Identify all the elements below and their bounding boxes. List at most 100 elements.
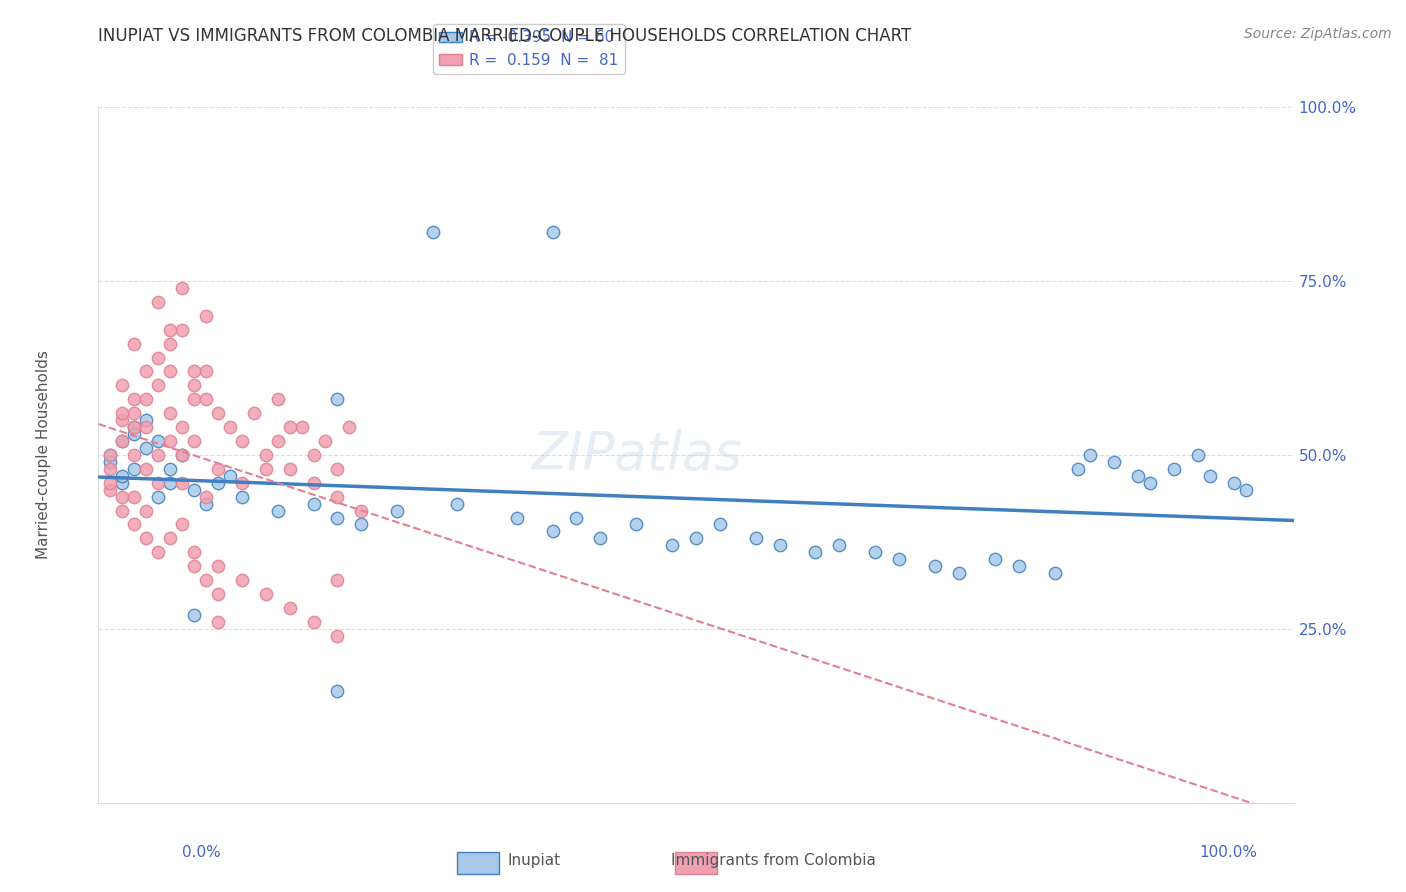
Y-axis label: Married-couple Households: Married-couple Households (35, 351, 51, 559)
Point (135, 503, 157, 517)
Point (565, 510, 588, 524)
Point (863, 545, 887, 559)
Point (267, 392, 290, 407)
Point (98, 475, 122, 490)
Point (207, 406, 229, 420)
Point (194, 309, 218, 323)
Point (172, 448, 194, 462)
Text: ZIPatlas: ZIPatlas (531, 429, 741, 481)
Point (124, 448, 146, 462)
Point (231, 434, 253, 448)
Point (148, 378, 170, 392)
Point (948, 566, 970, 581)
Point (183, 545, 205, 559)
Point (315, 434, 337, 448)
Point (124, 462, 146, 476)
Text: Inupiat: Inupiat (508, 854, 561, 868)
Point (1080, 448, 1102, 462)
Point (661, 538, 683, 552)
Point (111, 475, 134, 490)
Point (135, 420, 157, 434)
Point (98, 455, 122, 469)
Point (768, 538, 790, 552)
Point (172, 517, 194, 532)
Point (194, 392, 218, 407)
Point (194, 364, 218, 378)
Legend: R = -0.395  N = 60, R =  0.159  N =  81: R = -0.395 N = 60, R = 0.159 N = 81 (433, 24, 624, 74)
Point (159, 434, 181, 448)
Point (135, 462, 157, 476)
Point (172, 420, 194, 434)
Point (148, 448, 170, 462)
Point (219, 468, 242, 483)
Point (339, 420, 360, 434)
Point (804, 545, 827, 559)
Point (124, 427, 146, 442)
Point (159, 462, 181, 476)
Point (135, 413, 157, 427)
Point (148, 490, 170, 504)
Point (194, 490, 218, 504)
Point (111, 434, 134, 448)
Point (207, 615, 229, 629)
Point (326, 510, 349, 524)
Point (111, 490, 134, 504)
Point (302, 448, 325, 462)
Point (422, 225, 444, 239)
Point (124, 517, 146, 532)
Point (183, 364, 205, 378)
Point (506, 510, 529, 524)
Point (1007, 559, 1029, 574)
Point (541, 225, 564, 239)
Point (446, 497, 468, 511)
Point (254, 448, 277, 462)
Point (326, 684, 349, 698)
Point (924, 559, 946, 574)
Point (111, 503, 134, 517)
Point (194, 573, 218, 587)
Point (1234, 483, 1257, 497)
Point (278, 462, 301, 476)
Text: Immigrants from Colombia: Immigrants from Colombia (671, 854, 876, 868)
Point (1102, 455, 1125, 469)
Point (231, 475, 253, 490)
Point (183, 392, 205, 407)
Point (589, 532, 612, 546)
Point (135, 364, 157, 378)
Point (1139, 475, 1161, 490)
Text: Source: ZipAtlas.com: Source: ZipAtlas.com (1244, 27, 1392, 41)
Point (889, 552, 911, 566)
Point (148, 351, 170, 365)
Point (828, 538, 851, 552)
Point (219, 420, 242, 434)
Point (124, 406, 146, 420)
Point (326, 462, 349, 476)
Point (385, 503, 409, 517)
Point (267, 434, 290, 448)
Point (135, 532, 157, 546)
Point (98, 448, 122, 462)
Point (98, 462, 122, 476)
Point (111, 413, 134, 427)
Point (326, 490, 349, 504)
Point (267, 503, 290, 517)
Point (278, 601, 301, 615)
Point (148, 294, 170, 309)
Text: 100.0%: 100.0% (1199, 845, 1257, 860)
Point (254, 462, 277, 476)
Point (1222, 475, 1246, 490)
Point (98, 483, 122, 497)
Point (326, 573, 349, 587)
Point (135, 392, 157, 407)
Point (159, 323, 181, 337)
Point (124, 420, 146, 434)
Point (172, 475, 194, 490)
Point (302, 615, 325, 629)
Point (124, 336, 146, 351)
Point (278, 420, 301, 434)
Point (183, 559, 205, 574)
Point (291, 420, 314, 434)
Point (709, 517, 731, 532)
Point (745, 532, 768, 546)
Point (207, 462, 229, 476)
